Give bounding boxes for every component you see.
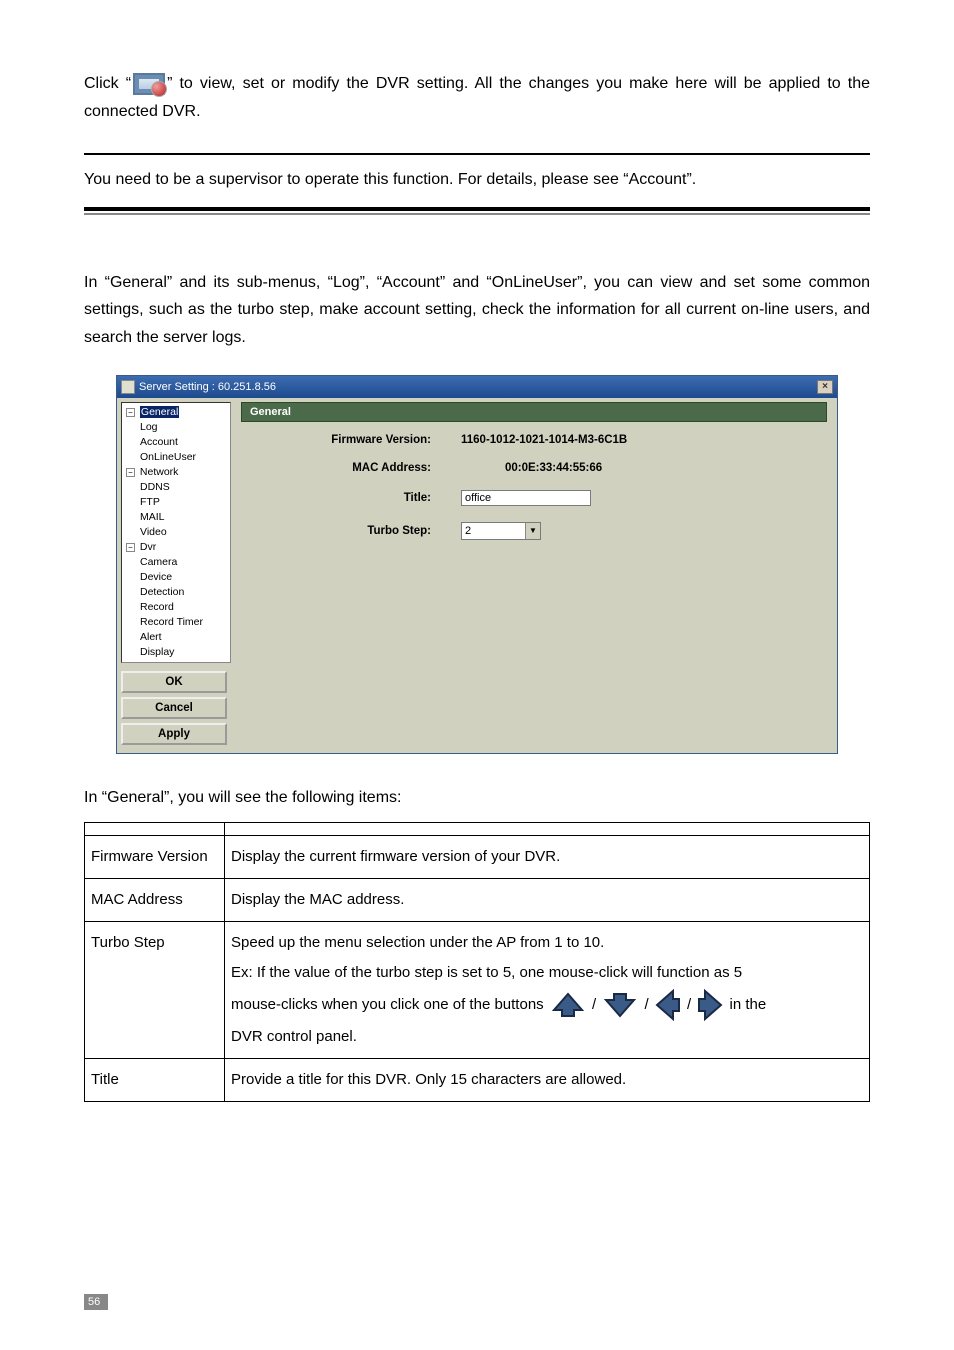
- tree-record[interactable]: Record: [126, 600, 228, 615]
- window-title: Server Setting : 60.251.8.56: [139, 381, 276, 393]
- tree-alert[interactable]: Alert: [126, 630, 228, 645]
- tree-device[interactable]: Device: [126, 570, 228, 585]
- turbo-label: Turbo Step:: [241, 525, 461, 537]
- table-row: MAC Address Display the MAC address.: [85, 878, 870, 921]
- window-titlebar: Server Setting : 60.251.8.56 ×: [117, 376, 837, 398]
- apply-button[interactable]: Apply: [121, 723, 227, 745]
- item-name: Turbo Step: [85, 921, 225, 1058]
- arrow-left-icon: [655, 988, 681, 1022]
- tree-ddns[interactable]: DDNS: [126, 480, 228, 495]
- item-name: Firmware Version: [85, 835, 225, 878]
- tree-dvr[interactable]: − Dvr Camera Device Detection Record Rec…: [124, 540, 228, 660]
- tree-log[interactable]: Log: [126, 420, 228, 435]
- item-name: Title: [85, 1058, 225, 1101]
- item-desc: Display the current firmware version of …: [225, 835, 870, 878]
- tree-account[interactable]: Account: [126, 435, 228, 450]
- mac-label: MAC Address:: [241, 462, 461, 474]
- tree-detection[interactable]: Detection: [126, 585, 228, 600]
- close-icon[interactable]: ×: [817, 380, 833, 394]
- turbo-value: 2: [462, 524, 525, 538]
- chevron-down-icon: ▼: [525, 523, 540, 539]
- item-desc: Display the MAC address.: [225, 878, 870, 921]
- turbo-desc-line1: Speed up the menu selection under the AP…: [231, 928, 863, 958]
- title-input[interactable]: [461, 490, 591, 506]
- window-icon: [121, 380, 135, 394]
- page-number: 56: [84, 1294, 108, 1310]
- fw-label: Firmware Version:: [241, 434, 461, 446]
- section-header: General: [241, 402, 827, 422]
- table-header-row: [85, 822, 870, 835]
- cancel-button[interactable]: Cancel: [121, 697, 227, 719]
- tree-display[interactable]: Display: [126, 645, 228, 660]
- turbo-desc-line3: mouse-clicks when you click one of the b…: [231, 988, 863, 1022]
- ok-button[interactable]: OK: [121, 671, 227, 693]
- arrow-right-icon: [697, 988, 723, 1022]
- tree-ftp[interactable]: FTP: [126, 495, 228, 510]
- item-name: MAC Address: [85, 878, 225, 921]
- tree-video[interactable]: Video: [126, 525, 228, 540]
- tree-mail[interactable]: MAIL: [126, 510, 228, 525]
- table-row: Turbo Step Speed up the menu selection u…: [85, 921, 870, 1058]
- intro-click-prefix: Click “: [84, 75, 131, 92]
- description-table: Firmware Version Display the current fir…: [84, 822, 870, 1102]
- note-text: You need to be a supervisor to operate t…: [84, 171, 696, 188]
- intro-paragraph: Click “” to view, set or modify the DVR …: [84, 70, 870, 125]
- turbo-desc-line4: DVR control panel.: [231, 1022, 863, 1052]
- item-desc: Provide a title for this DVR. Only 15 ch…: [225, 1058, 870, 1101]
- arrow-down-icon: [602, 992, 638, 1018]
- server-setting-window: Server Setting : 60.251.8.56 × − General…: [116, 375, 838, 754]
- table-row: Title Provide a title for this DVR. Only…: [85, 1058, 870, 1101]
- note-rule-thick: [84, 207, 870, 211]
- tree-network[interactable]: − Network DDNS FTP MAIL Video: [124, 465, 228, 540]
- tree-pane: − General Log Account OnLineUser − Netwo…: [121, 402, 231, 663]
- table-row: Firmware Version Display the current fir…: [85, 835, 870, 878]
- items-intro: In “General”, you will see the following…: [84, 784, 870, 812]
- intro-click-suffix: ” to view, set or modify the DVR setting…: [84, 75, 870, 120]
- title-label: Title:: [241, 492, 461, 504]
- fw-value: 1160-1012-1021-1014-M3-6C1B: [461, 434, 627, 446]
- tree-onlineuser[interactable]: OnLineUser: [126, 450, 228, 465]
- general-intro: In “General” and its sub-menus, “Log”, “…: [84, 269, 870, 352]
- arrow-up-icon: [550, 992, 586, 1018]
- turbo-select[interactable]: 2 ▼: [461, 522, 541, 540]
- tree-general[interactable]: − General Log Account OnLineUser: [124, 405, 228, 465]
- note-block: You need to be a supervisor to operate t…: [84, 155, 870, 207]
- settings-icon: [133, 73, 165, 95]
- item-desc: Speed up the menu selection under the AP…: [225, 921, 870, 1058]
- tree-recordtimer[interactable]: Record Timer: [126, 615, 228, 630]
- mac-value: 00:0E:33:44:55:66: [461, 462, 602, 474]
- turbo-desc-line2: Ex: If the value of the turbo step is se…: [231, 958, 863, 988]
- tree-camera[interactable]: Camera: [126, 555, 228, 570]
